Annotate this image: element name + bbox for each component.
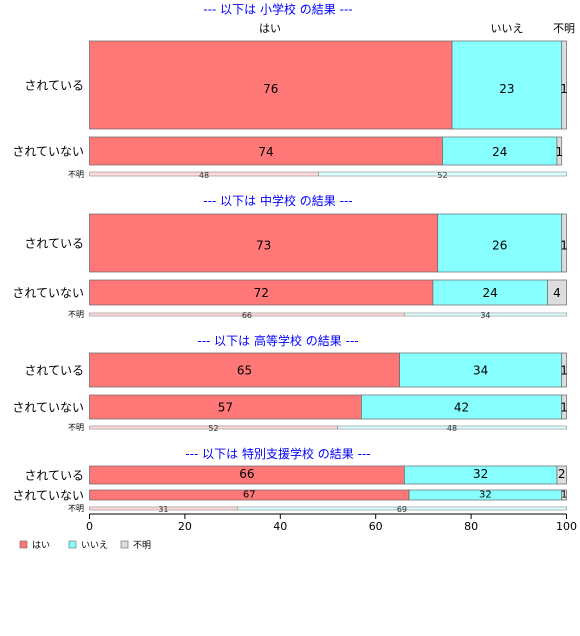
data-label: 76 bbox=[263, 82, 278, 96]
data-label: 42 bbox=[454, 401, 469, 415]
data-label: 1 bbox=[556, 145, 564, 159]
unknown-data-label: 48 bbox=[447, 424, 457, 433]
bar-segment bbox=[89, 40, 453, 130]
bar-segment bbox=[89, 213, 439, 273]
group-title: --- 以下は 特別支援学校 の結果 --- bbox=[185, 446, 370, 461]
bar-segment bbox=[361, 394, 563, 420]
bar-segment bbox=[451, 40, 563, 130]
legend-swatch bbox=[19, 540, 28, 549]
data-label: 74 bbox=[258, 145, 273, 159]
row-label: されている bbox=[24, 79, 84, 93]
data-label: 4 bbox=[553, 286, 561, 300]
bar-segment bbox=[556, 136, 563, 166]
data-label: 24 bbox=[492, 145, 507, 159]
x-tick-label: 40 bbox=[273, 520, 287, 533]
unknown-segment bbox=[318, 171, 567, 177]
data-label: 67 bbox=[243, 490, 256, 501]
data-label: 2 bbox=[558, 467, 566, 481]
data-label: 66 bbox=[239, 467, 254, 481]
row-label: されている bbox=[24, 237, 84, 251]
column-header: いいえ bbox=[491, 22, 524, 35]
data-label: 32 bbox=[479, 490, 492, 501]
column-header: 不明 bbox=[553, 22, 575, 35]
legend-label: 不明 bbox=[133, 540, 151, 551]
data-label: 57 bbox=[218, 401, 233, 415]
x-tick-label: 20 bbox=[178, 520, 192, 533]
bar-segment bbox=[561, 352, 567, 388]
data-label: 73 bbox=[256, 238, 271, 252]
unknown-data-label: 31 bbox=[158, 505, 168, 514]
x-tick-label: 60 bbox=[369, 520, 383, 533]
bar-segment bbox=[89, 394, 362, 420]
legend-swatch bbox=[120, 540, 129, 549]
row-label: されていない bbox=[12, 401, 84, 415]
row-label: されていない bbox=[12, 489, 84, 503]
group-title: --- 以下は 小学校 の結果 --- bbox=[203, 2, 352, 17]
unknown-data-label: 48 bbox=[199, 171, 209, 180]
legend-label: いいえ bbox=[81, 540, 108, 551]
unknown-data-label: 69 bbox=[397, 505, 407, 514]
row-label: されている bbox=[24, 469, 84, 483]
bar-segment bbox=[556, 465, 567, 485]
group-title: --- 以下は 中学校 の結果 --- bbox=[203, 193, 352, 208]
bar-segment bbox=[437, 213, 563, 273]
unknown-row-label: 不明 bbox=[68, 504, 84, 513]
unknown-data-label: 52 bbox=[437, 171, 447, 180]
bar-segment bbox=[547, 279, 567, 306]
data-label: 65 bbox=[237, 364, 252, 378]
bar-segment bbox=[561, 213, 567, 273]
x-tick-label: 0 bbox=[86, 520, 93, 533]
unknown-row-label: 不明 bbox=[68, 170, 84, 179]
unknown-segment bbox=[237, 506, 567, 511]
unknown-row-label: 不明 bbox=[68, 423, 84, 432]
group-title: --- 以下は 高等学校 の結果 --- bbox=[197, 333, 358, 348]
bar-segment bbox=[561, 489, 567, 501]
data-label: 72 bbox=[254, 286, 269, 300]
data-label: 1 bbox=[561, 490, 567, 501]
unknown-data-label: 66 bbox=[242, 311, 252, 320]
column-header: はい bbox=[259, 22, 281, 35]
row-label: されている bbox=[24, 364, 84, 378]
x-tick-label: 100 bbox=[556, 520, 577, 533]
data-label: 24 bbox=[483, 286, 498, 300]
unknown-data-label: 34 bbox=[480, 311, 490, 320]
data-label: 26 bbox=[492, 238, 507, 252]
data-label: 1 bbox=[560, 82, 568, 96]
bar-segment bbox=[399, 352, 563, 388]
unknown-row-label: 不明 bbox=[68, 310, 84, 319]
x-tick-label: 80 bbox=[464, 520, 478, 533]
bar-segment bbox=[432, 279, 548, 306]
data-label: 32 bbox=[473, 467, 488, 481]
row-label: されていない bbox=[12, 145, 84, 159]
data-label: 34 bbox=[473, 364, 488, 378]
bar-segment bbox=[561, 394, 567, 420]
unknown-data-label: 52 bbox=[208, 424, 218, 433]
data-label: 1 bbox=[560, 401, 568, 415]
bar-segment bbox=[89, 352, 400, 388]
legend-label: はい bbox=[32, 540, 50, 551]
data-label: 23 bbox=[499, 82, 514, 96]
unknown-segment bbox=[404, 312, 567, 317]
data-label: 1 bbox=[560, 238, 568, 252]
unknown-segment bbox=[337, 425, 567, 430]
legend-swatch bbox=[68, 540, 77, 549]
bar-segment bbox=[561, 40, 567, 130]
row-label: されていない bbox=[12, 286, 84, 300]
data-label: 1 bbox=[560, 364, 568, 378]
